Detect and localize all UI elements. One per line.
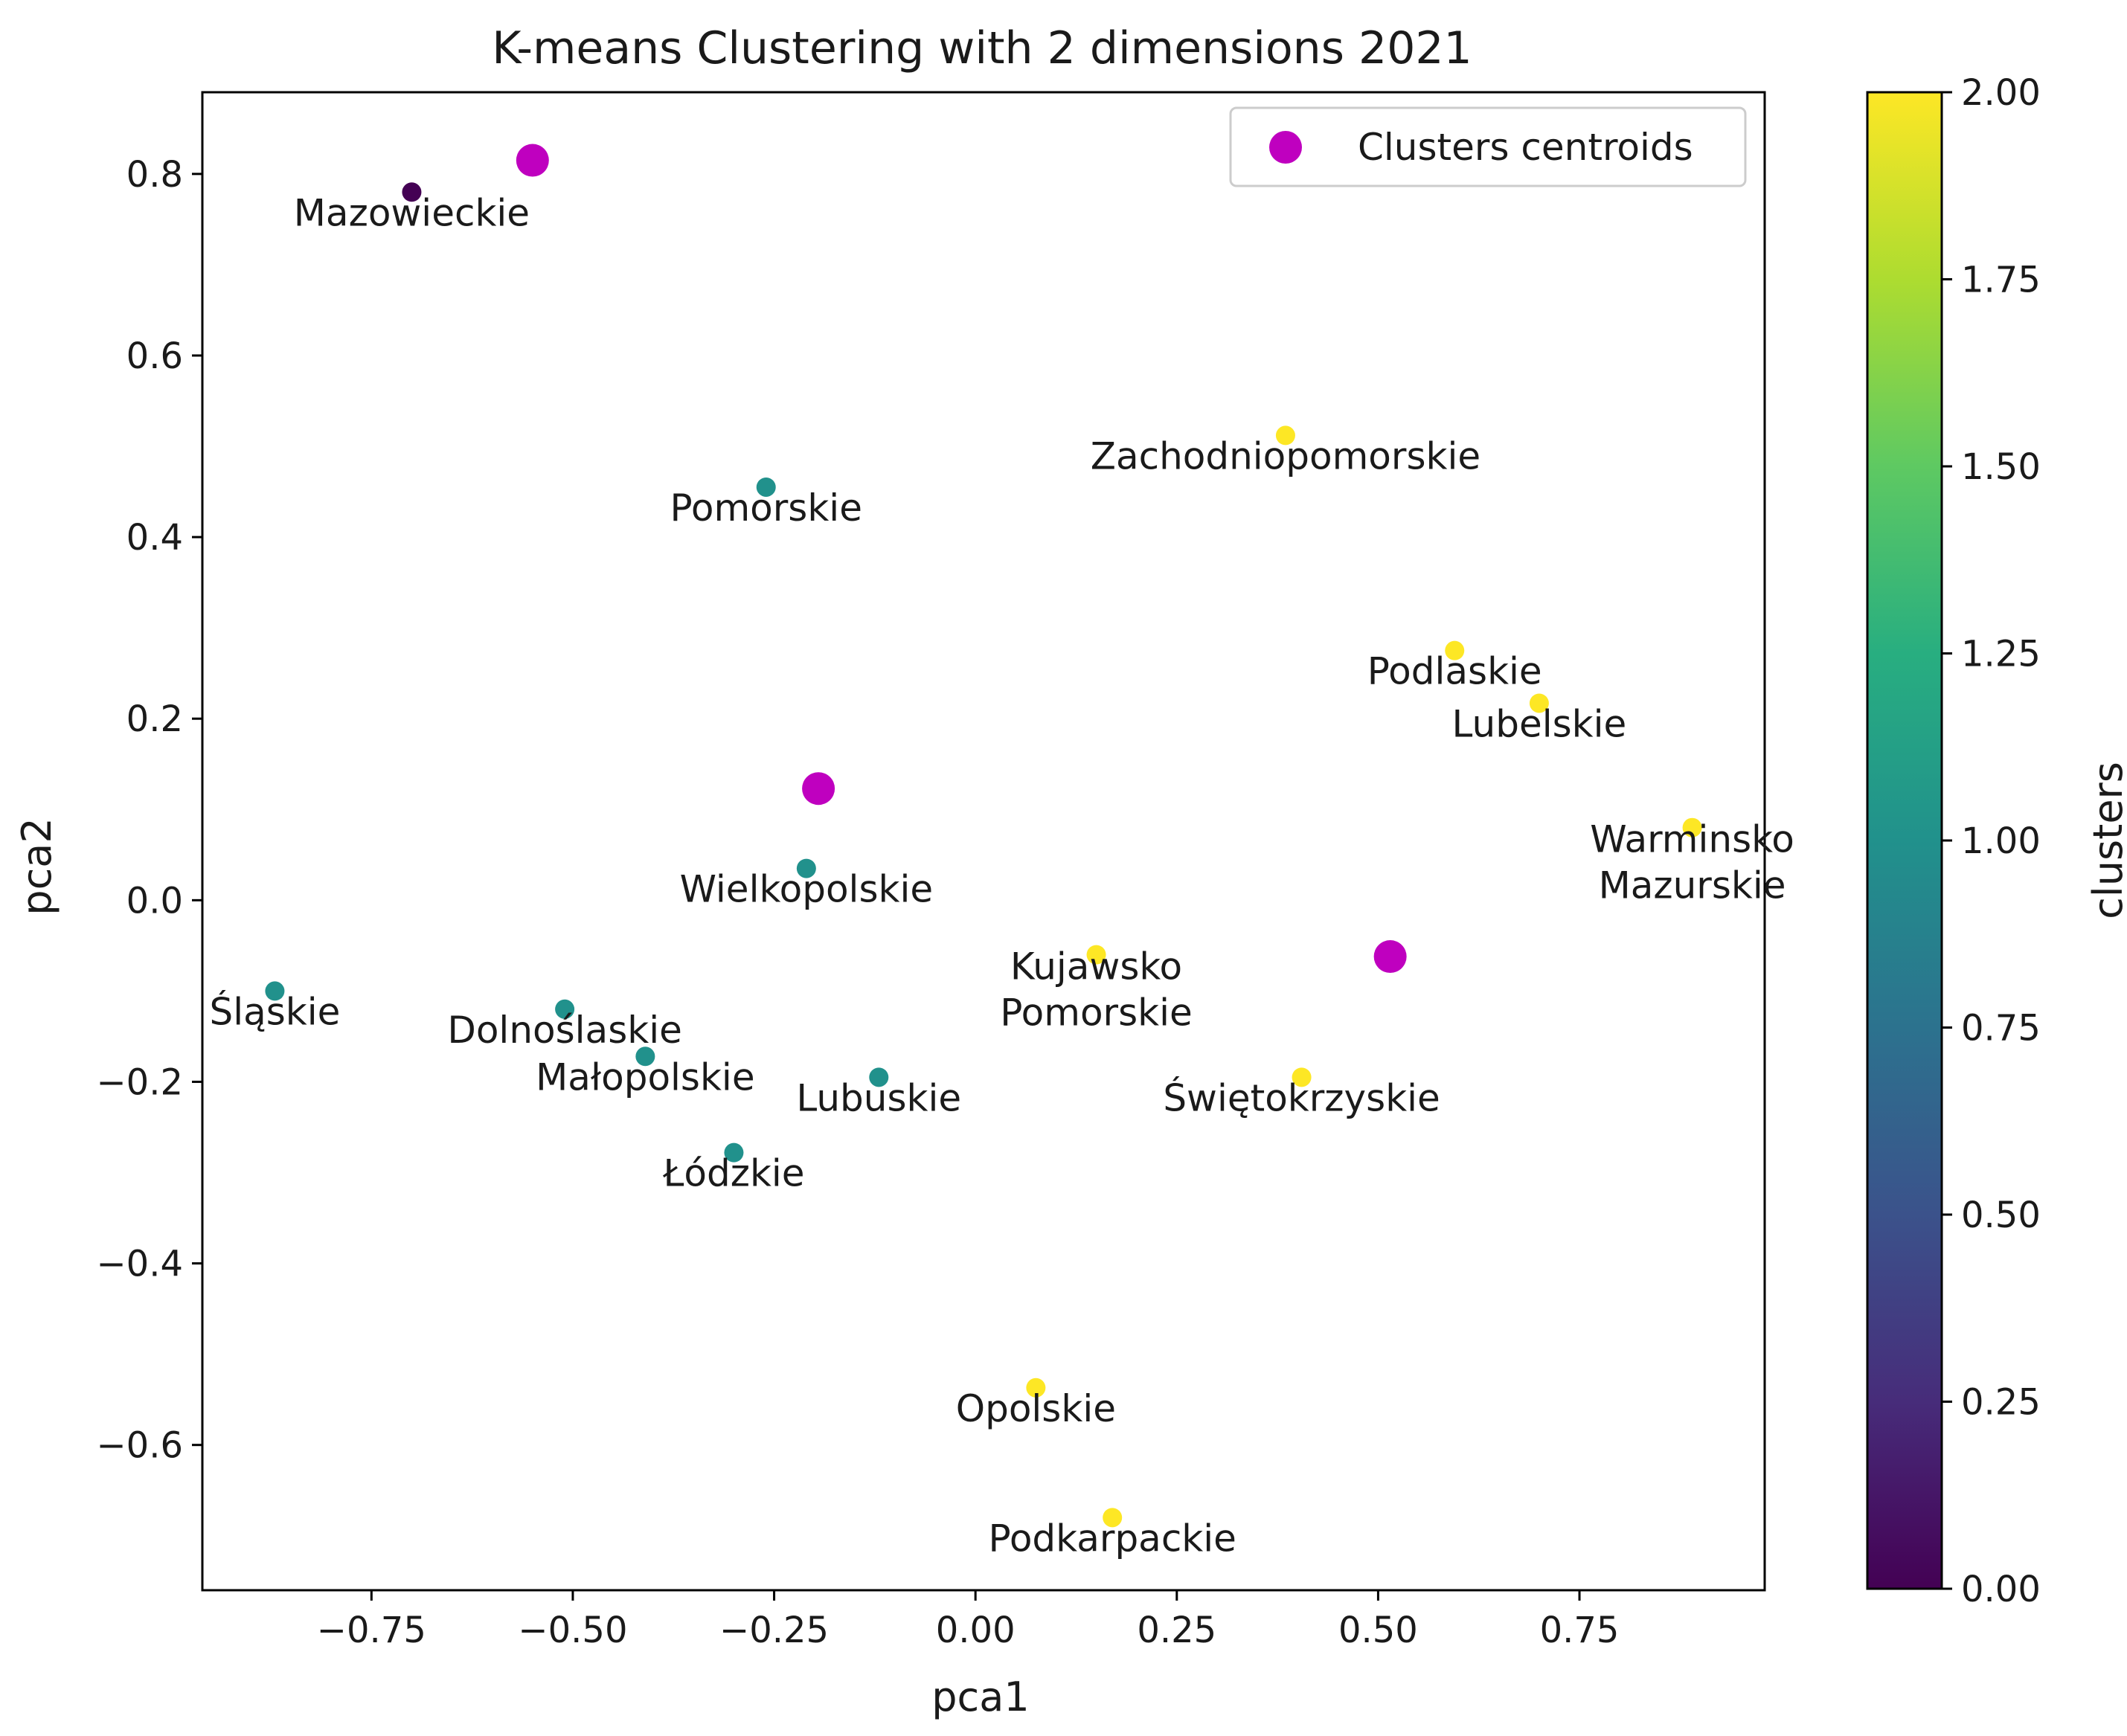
y-tick-label: −0.6 [96, 1425, 183, 1467]
point-label: Kujawsko Pomorskie [1000, 945, 1192, 1035]
colorbar-ticks: 0.00 0.25 0.50 0.75 1.00 1.25 1.50 1.75 2.00 [1942, 72, 2041, 1610]
colorbar-label: clusters [2085, 762, 2127, 919]
centroid-marker [802, 772, 835, 806]
colorbar-tick-label: 0.75 [1961, 1008, 2041, 1049]
data-point [1682, 817, 1702, 838]
data-point [1529, 693, 1549, 713]
point-label: Zachodniopomorskie [1091, 434, 1480, 478]
data-point [796, 858, 816, 878]
data-point [265, 981, 285, 1001]
point-label: Wielkopolskie [680, 868, 934, 911]
data-point [1026, 1377, 1046, 1398]
point-label: Warminsko Mazurskie [1590, 818, 1794, 907]
data-point [1086, 945, 1106, 965]
x-tick-label: 0.25 [1137, 1610, 1216, 1651]
x-axis-label: pca1 [931, 1674, 1029, 1720]
data-point [756, 477, 776, 497]
colorbar-tick-label: 0.00 [1961, 1569, 2041, 1610]
y-tick-label: 0.4 [126, 517, 183, 559]
centroid-marker [1373, 940, 1407, 974]
colorbar-tick-label: 0.50 [1961, 1195, 2041, 1236]
y-tick-label: 0.6 [126, 335, 183, 377]
colorbar: 0.00 0.25 0.50 0.75 1.00 1.25 1.50 1.75 2.00 clu… [1866, 72, 2127, 1610]
data-point [402, 182, 422, 202]
point-label: Podkarpackie [988, 1517, 1236, 1560]
x-tick-label: 0.50 [1338, 1610, 1418, 1651]
point-label: Pomorskie [670, 486, 862, 530]
colorbar-tick-label: 1.00 [1961, 820, 2041, 862]
x-tick-label: −0.50 [518, 1610, 627, 1651]
x-tick-label: −0.75 [317, 1610, 426, 1651]
y-tick-label: 0.0 [126, 880, 183, 922]
data-point [1275, 425, 1295, 446]
plot-area: −0.75 −0.50 −0.25 0.00 0.25 0.50 0.75 −0.6 −0.4 −… [96, 91, 1794, 1651]
data-point [724, 1142, 744, 1163]
legend-label: Clusters centroids [1358, 126, 1693, 169]
plot-frame [201, 91, 1766, 1592]
colorbar-gradient [1866, 91, 1943, 1590]
point-label: Małopolskie [536, 1055, 754, 1099]
data-point [1292, 1067, 1312, 1087]
y-axis-label: pca2 [13, 817, 60, 915]
chart-title: K-means Clustering with 2 dimensions 202… [492, 22, 1472, 74]
point-label: Mazowieckie [294, 191, 530, 234]
data-point [1103, 1508, 1123, 1528]
colorbar-tick-label: 1.75 [1961, 260, 2041, 301]
point-label: Dolnoślaskie [447, 1009, 682, 1052]
data-point [555, 999, 575, 1019]
point-label: Podlaskie [1367, 650, 1542, 693]
point-label: Świętokrzyskie [1163, 1076, 1440, 1119]
legend-box [1229, 106, 1747, 187]
x-tick-label: −0.25 [719, 1610, 829, 1651]
colorbar-tick-label: 1.25 [1961, 634, 2041, 675]
point-label: Opolskie [956, 1387, 1116, 1430]
y-tick-label: 0.2 [126, 698, 183, 740]
point-label: Lubuskie [796, 1076, 961, 1119]
data-point [635, 1047, 655, 1067]
x-tick-label: 0.00 [936, 1610, 1016, 1651]
y-tick-label: −0.4 [96, 1244, 183, 1285]
point-label: Lubelskie [1452, 702, 1627, 745]
data-point [1445, 640, 1465, 660]
x-tick-label: 0.75 [1540, 1610, 1620, 1651]
point-label: Śląskie [209, 989, 340, 1033]
legend-centroid-marker [1269, 131, 1302, 164]
data-point [869, 1067, 889, 1087]
legend: Clusters centroids [1229, 106, 1747, 187]
colorbar-tick-label: 0.25 [1961, 1382, 2041, 1424]
y-tick-label: −0.2 [96, 1061, 183, 1103]
point-label: Łódzkie [662, 1152, 804, 1195]
colorbar-tick-label: 2.00 [1961, 72, 2041, 114]
y-tick-label: 0.8 [126, 154, 183, 196]
centroid-marker [516, 144, 549, 177]
colorbar-tick-label: 1.50 [1961, 446, 2041, 488]
